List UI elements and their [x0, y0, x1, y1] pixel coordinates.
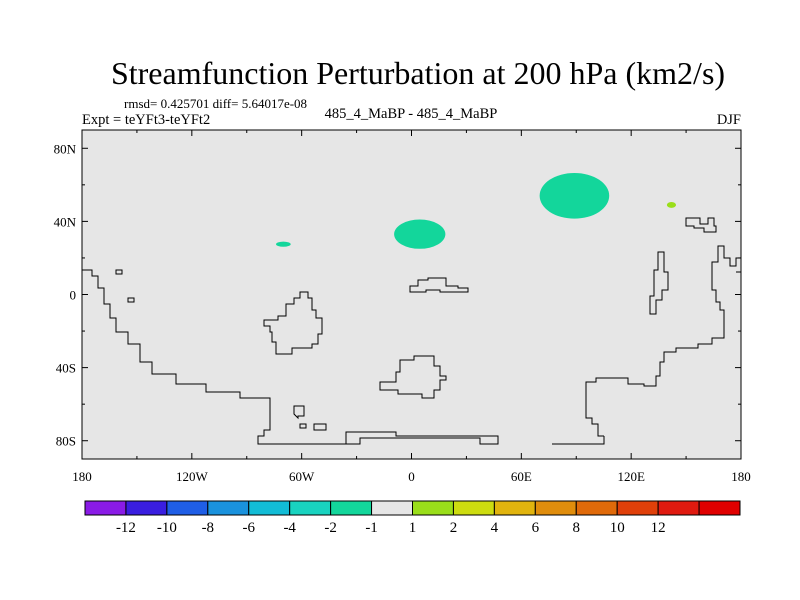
- colorbar-label: -12: [116, 520, 136, 536]
- anomaly-region-4: [666, 202, 677, 208]
- colorbar-label: -10: [157, 520, 177, 536]
- anomaly-region-2: [539, 172, 610, 219]
- coastline-segment-12: [685, 217, 717, 233]
- y-axis-labels: 80N 40N 0 40S 80S: [54, 141, 77, 448]
- chart-title: Streamfunction Perturbation at 200 hPa (…: [111, 55, 725, 91]
- coastline-segment-8: [299, 423, 307, 429]
- case-label: 485_4_MaBP - 485_4_MaBP: [325, 106, 498, 122]
- coastline-segment-2: [115, 269, 123, 275]
- coastline-segment-3: [127, 297, 135, 303]
- anomaly-region-3: [276, 241, 291, 247]
- coastline-segment-10: [585, 245, 741, 437]
- colorbar-label: -1: [365, 520, 378, 536]
- colorbar-box-8: [371, 500, 413, 516]
- colorbar-box-12: [534, 500, 577, 516]
- x-axis-labels: 180 120W 60W 0 60E 120E 180: [72, 469, 751, 484]
- colorbar-box-9: [412, 500, 454, 516]
- colorbar-box-1: [84, 500, 127, 516]
- x-tick-label: 60W: [289, 469, 315, 484]
- x-tick-label: 120E: [617, 469, 645, 484]
- y-tick-label: 80N: [54, 141, 77, 156]
- colorbar-label: 4: [491, 520, 499, 536]
- colorbar-label: 12: [651, 520, 666, 536]
- map-background: [82, 130, 741, 459]
- coastline-segment-14: [552, 436, 605, 445]
- y-tick-label: 40S: [56, 361, 76, 376]
- axis-ticks: [81, 130, 742, 459]
- stats-label: rmsd= 0.425701 diff= 5.64017e-08: [124, 96, 307, 111]
- colorbar-box-3: [166, 500, 209, 516]
- colorbar-box-16: [698, 500, 741, 516]
- colorbar-label: -6: [243, 520, 256, 536]
- anomaly-region-1: [394, 219, 446, 249]
- colorbar-label: 2: [450, 520, 458, 536]
- experiment-label: Expt = teYFt3-teYFt2: [82, 112, 210, 128]
- coastline-segment-1: [82, 269, 499, 445]
- colorbar-box-11: [493, 500, 536, 516]
- anomaly-layer: [276, 172, 677, 249]
- colorbar: [84, 500, 741, 516]
- colorbar-box-2: [125, 500, 168, 516]
- x-tick-label: 120W: [176, 469, 209, 484]
- coastline-segment-6: [379, 355, 447, 399]
- colorbar-box-7: [330, 500, 373, 516]
- x-tick-label: 0: [408, 469, 415, 484]
- colorbar-box-10: [452, 500, 495, 516]
- colorbar-box-14: [616, 500, 659, 516]
- x-tick-label: 180: [731, 469, 751, 484]
- y-tick-label: 0: [70, 288, 77, 303]
- colorbar-label: 1: [409, 520, 417, 536]
- colorbar-labels: -12 -10 -8 -6 -4 -2 -1 1 2 4 6 8 10 12: [116, 520, 666, 536]
- season-label: DJF: [717, 112, 741, 128]
- coastline-layer: [82, 217, 741, 445]
- coastline-segment-4: [263, 291, 323, 355]
- y-tick-label: 80S: [56, 434, 76, 449]
- map-plot-area: 180 120W 60W 0 60E 120E 180 80N 40N 0 40S 80S: [54, 129, 751, 484]
- colorbar-box-4: [207, 500, 250, 516]
- colorbar-label: 10: [610, 520, 625, 536]
- coastline-segment-11: [649, 251, 669, 315]
- colorbar-box-6: [289, 500, 332, 516]
- colorbar-box-13: [575, 500, 618, 516]
- y-tick-label: 40N: [54, 214, 77, 229]
- coastline-segment-9: [313, 423, 327, 431]
- colorbar-label: 6: [532, 520, 540, 536]
- colorbar-label: 8: [573, 520, 581, 536]
- colorbar-box-5: [248, 500, 291, 516]
- x-tick-label: 180: [72, 469, 92, 484]
- coastline-segment-5: [409, 277, 469, 293]
- colorbar-label: -4: [283, 520, 296, 536]
- coastline-segment-7: [293, 405, 305, 420]
- colorbar-label: -8: [202, 520, 215, 536]
- x-tick-label: 60E: [511, 469, 532, 484]
- colorbar-label: -2: [324, 520, 337, 536]
- colorbar-box-15: [657, 500, 700, 516]
